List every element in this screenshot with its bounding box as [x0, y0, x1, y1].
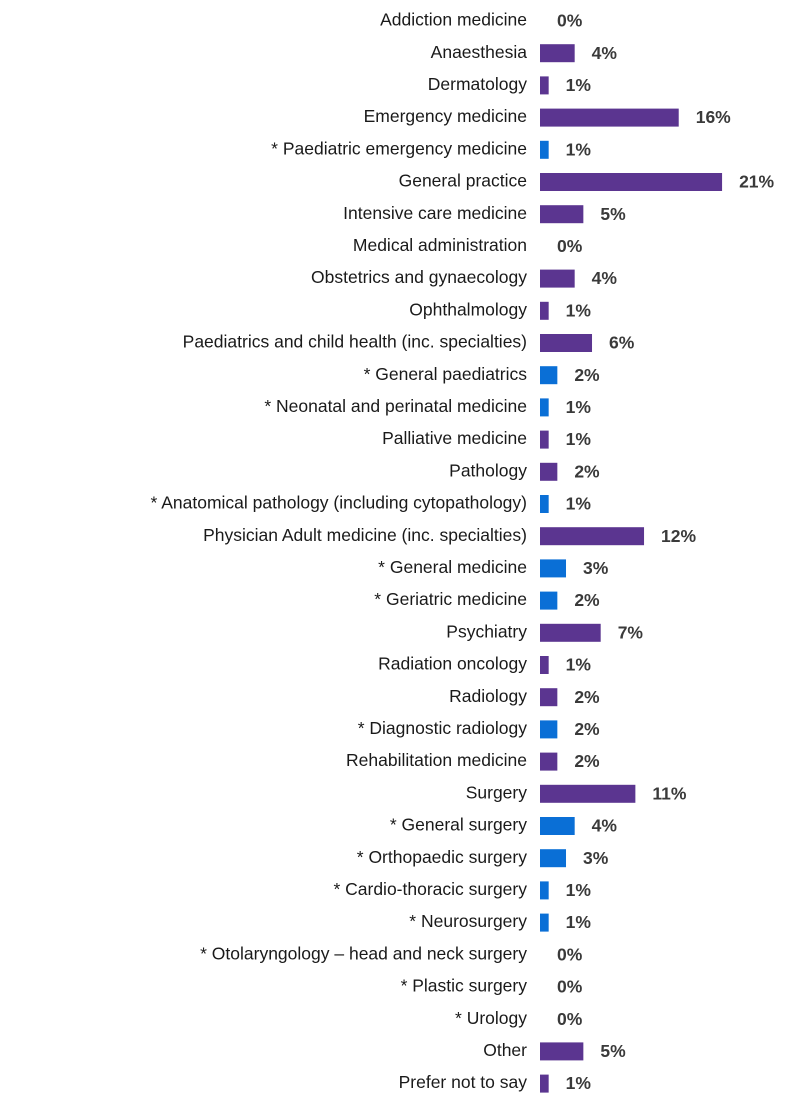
bar [540, 881, 549, 900]
category-label: Ophthalmology [409, 299, 527, 319]
value-label: 2% [574, 687, 600, 707]
category-label: Psychiatry [446, 621, 527, 641]
category-label: * Urology [455, 1008, 527, 1028]
value-label: 1% [566, 397, 592, 417]
category-label: Addiction medicine [380, 10, 527, 30]
value-label: 6% [609, 333, 635, 353]
category-label: General practice [399, 171, 527, 191]
value-label: 1% [566, 1073, 592, 1093]
value-label: 11% [652, 783, 686, 803]
bar [540, 495, 549, 513]
category-label: Radiation oncology [378, 654, 527, 674]
bar [540, 430, 549, 449]
bar [540, 269, 575, 288]
category-label: * Plastic surgery [401, 976, 528, 996]
value-label: 1% [566, 655, 592, 675]
category-label: Palliative medicine [382, 428, 527, 448]
bar [540, 784, 636, 803]
value-label: 12% [661, 526, 696, 546]
value-label: 1% [566, 75, 592, 95]
category-label: * General surgery [390, 815, 527, 835]
bar [540, 688, 558, 707]
category-label: Other [483, 1040, 527, 1060]
category-label: Pathology [449, 460, 527, 480]
bar [540, 527, 645, 546]
value-label: 1% [566, 880, 592, 900]
bar [540, 559, 567, 578]
bar [540, 1042, 584, 1061]
category-label: Prefer not to say [399, 1072, 528, 1092]
bar [540, 462, 558, 481]
category-label: * Neonatal and perinatal medicine [264, 396, 527, 416]
category-label: Medical administration [353, 235, 527, 255]
bar [540, 591, 558, 610]
value-label: 1% [566, 494, 592, 514]
bar [540, 623, 601, 642]
value-label: 1% [566, 300, 592, 320]
bar [540, 366, 558, 385]
value-label: 1% [566, 912, 592, 932]
category-label: Intensive care medicine [343, 203, 527, 223]
bar [540, 205, 584, 224]
bar [540, 1074, 549, 1093]
category-label: Surgery [466, 782, 528, 802]
category-label: Anaesthesia [431, 42, 528, 62]
value-label: 1% [566, 429, 592, 449]
category-label: Physician Adult medicine (inc. specialti… [203, 525, 527, 545]
value-label: 7% [618, 622, 644, 642]
value-label: 1% [566, 139, 592, 159]
bar [540, 108, 679, 127]
value-label: 4% [592, 43, 618, 63]
value-label: 3% [583, 848, 609, 868]
value-label: 5% [600, 1041, 626, 1061]
category-label: * Cardio-thoracic surgery [333, 879, 527, 899]
bar [540, 76, 549, 95]
bar [540, 817, 575, 835]
category-label: * Diagnostic radiology [358, 718, 528, 738]
bar [540, 656, 549, 674]
category-label: * Neurosurgery [409, 911, 527, 931]
value-label: 0% [557, 11, 583, 31]
value-label: 4% [592, 816, 618, 836]
value-label: 0% [557, 977, 583, 997]
bar [540, 334, 593, 352]
value-label: 0% [557, 944, 583, 964]
value-label: 2% [574, 751, 600, 771]
value-label: 4% [592, 268, 618, 288]
bar [540, 173, 723, 191]
category-label: * General medicine [378, 557, 527, 577]
value-label: 2% [574, 365, 600, 385]
category-label: Paediatrics and child health (inc. speci… [183, 332, 527, 352]
value-label: 0% [557, 1009, 583, 1029]
category-label: Emergency medicine [364, 106, 527, 126]
category-label: * Otolaryngology – head and neck surgery [200, 943, 527, 963]
value-label: 21% [739, 172, 774, 192]
bar [540, 913, 549, 932]
bar [540, 720, 558, 739]
value-label: 0% [557, 236, 583, 256]
bar [540, 398, 549, 417]
bar [540, 849, 567, 868]
category-label: Obstetrics and gynaecology [311, 267, 527, 287]
bar [540, 140, 549, 159]
category-label: * General paediatrics [364, 364, 528, 384]
category-label: * Orthopaedic surgery [357, 847, 527, 867]
value-label: 2% [574, 461, 600, 481]
value-label: 2% [574, 719, 600, 739]
value-label: 5% [600, 204, 626, 224]
bar [540, 301, 549, 320]
category-label: Dermatology [428, 74, 527, 94]
category-label: * Paediatric emergency medicine [271, 138, 527, 158]
category-label: * Anatomical pathology (including cytopa… [151, 493, 527, 513]
bar [540, 752, 558, 771]
value-label: 2% [574, 590, 600, 610]
bar [540, 44, 575, 63]
value-label: 3% [583, 558, 609, 578]
value-label: 16% [696, 107, 731, 127]
category-label: Radiology [449, 686, 527, 706]
category-label: * Geriatric medicine [374, 589, 527, 609]
category-label: Rehabilitation medicine [346, 750, 527, 770]
